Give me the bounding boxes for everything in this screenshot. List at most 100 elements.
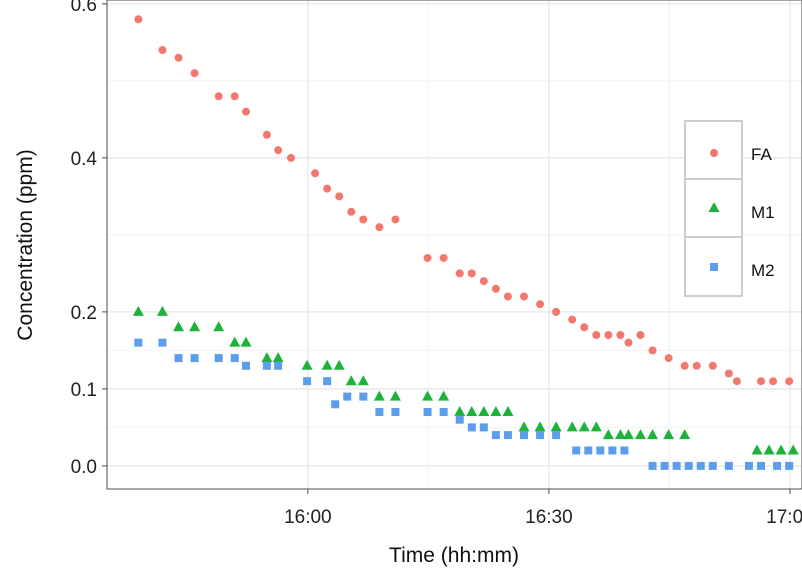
series-m2 [134, 338, 794, 470]
series-fa [134, 15, 794, 386]
point-m2 [323, 377, 332, 386]
point-m1 [132, 305, 144, 316]
point-fa [335, 192, 344, 201]
point-fa [214, 92, 223, 101]
point-m2 [708, 461, 717, 470]
point-m2 [479, 423, 488, 432]
point-m2 [158, 338, 167, 347]
point-fa [359, 215, 368, 224]
x-tick-label: 17:00 [766, 507, 802, 528]
point-m1 [466, 405, 478, 416]
point-fa [323, 184, 332, 193]
point-fa [467, 269, 476, 278]
y-tick-label: 0.2 [71, 303, 97, 324]
legend-label-m1: M1 [751, 203, 775, 222]
point-m1 [751, 444, 763, 455]
point-m2 [785, 461, 794, 470]
point-m2 [262, 361, 271, 370]
point-m1 [373, 390, 385, 401]
point-m1 [422, 390, 434, 401]
point-m1 [534, 421, 546, 432]
point-m2 [230, 354, 239, 363]
point-fa [648, 346, 657, 355]
point-m2 [503, 431, 512, 440]
point-m2 [520, 431, 528, 440]
point-m2 [696, 461, 705, 470]
point-m1 [189, 321, 201, 332]
data-points [132, 15, 799, 470]
point-fa [391, 215, 400, 224]
point-m1 [333, 359, 345, 370]
point-m2 [552, 431, 561, 440]
point-m1 [490, 405, 502, 416]
x-axis: 16:00 16:30 17:00 [284, 489, 802, 528]
legend-keys [708, 149, 720, 271]
point-m1 [438, 390, 450, 401]
legend-key-m1 [708, 202, 720, 212]
point-m1 [602, 429, 614, 440]
point-m2 [214, 354, 223, 363]
point-m1 [518, 421, 530, 432]
point-fa [732, 377, 741, 386]
point-m2 [190, 354, 199, 363]
point-fa [520, 292, 528, 301]
point-m1 [240, 336, 252, 347]
legend: FA M1 M2 [684, 120, 775, 297]
panel-border [106, 0, 802, 490]
point-m2 [331, 400, 340, 409]
point-m2 [274, 361, 283, 370]
point-m2 [455, 415, 464, 424]
point-m1 [647, 429, 659, 440]
point-m2 [303, 377, 312, 386]
point-m2 [439, 407, 448, 416]
point-m2 [343, 392, 352, 401]
point-m1 [173, 321, 185, 332]
point-m1 [763, 444, 775, 455]
point-m1 [578, 421, 590, 432]
point-m1 [635, 429, 647, 440]
point-m2 [757, 461, 766, 470]
point-m2 [608, 446, 617, 455]
point-fa [552, 307, 561, 316]
point-m1 [679, 429, 691, 440]
point-fa [274, 146, 283, 155]
point-m1 [775, 444, 787, 455]
point-m1 [156, 305, 168, 316]
point-m1 [345, 375, 357, 386]
point-m1 [502, 405, 514, 416]
y-axis-title: Concentration (ppm) [14, 149, 37, 340]
point-m1 [229, 336, 241, 347]
point-m2 [174, 354, 183, 363]
legend-key-m2 [710, 263, 718, 271]
point-fa [311, 169, 320, 178]
point-m2 [584, 446, 593, 455]
point-m2 [773, 461, 782, 470]
point-fa [190, 69, 199, 78]
point-fa [242, 107, 250, 116]
point-fa [680, 361, 689, 370]
point-m1 [590, 421, 602, 432]
point-m2 [242, 361, 250, 370]
point-m2 [744, 461, 753, 470]
point-m2 [467, 423, 476, 432]
point-m2 [491, 431, 500, 440]
point-m2 [423, 407, 432, 416]
point-m1 [261, 352, 273, 363]
point-m2 [684, 461, 693, 470]
point-fa [624, 338, 633, 347]
point-m2 [375, 407, 384, 416]
point-fa [604, 330, 613, 339]
point-fa [174, 53, 183, 62]
y-tick-label: 0.0 [71, 457, 97, 478]
x-tick-label: 16:00 [284, 507, 332, 528]
point-m1 [550, 421, 562, 432]
series-m1 [132, 305, 799, 455]
point-m1 [787, 444, 799, 455]
point-fa [580, 323, 589, 332]
point-fa [536, 300, 545, 309]
point-m2 [572, 446, 581, 455]
point-fa [724, 369, 733, 378]
point-fa [757, 377, 766, 386]
point-m2 [596, 446, 605, 455]
point-fa [134, 15, 143, 24]
